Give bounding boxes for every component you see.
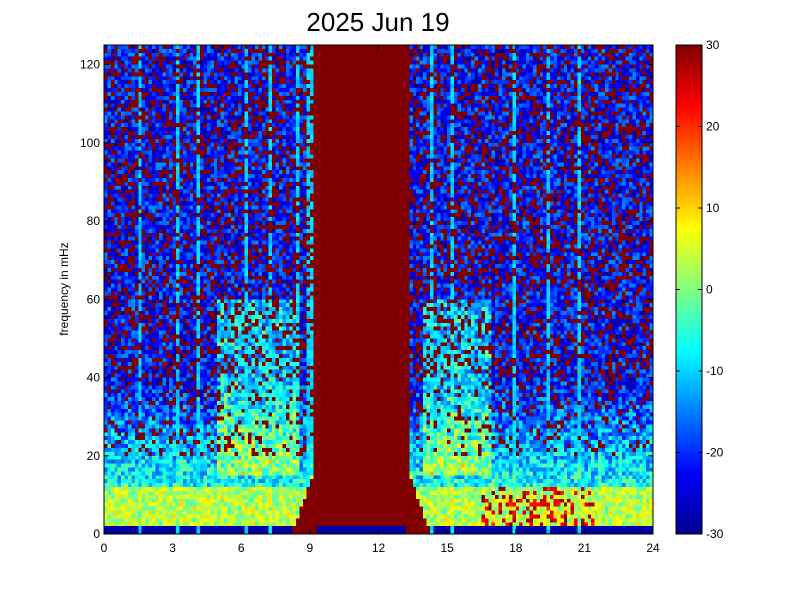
x-tick-label: 24 [646,541,660,555]
colorbar-gradient [676,45,702,534]
y-tick-label: 120 [80,58,100,72]
y-tick-label: 100 [80,136,100,150]
y-tick-label: 0 [93,527,100,541]
x-tick-label: 6 [238,541,245,555]
y-axis-label: frequency in mHz [57,242,71,335]
colorbar-tick-label: -30 [706,527,724,541]
colorbar-tick-label: 30 [706,38,720,52]
spectrogram-heatmap [104,45,653,534]
colorbar-tick-label: 0 [706,283,713,297]
x-tick-label: 18 [509,541,523,555]
y-tick-label: 60 [87,292,101,306]
y-tick-label: 40 [87,371,101,385]
y-tick-label: 20 [87,449,101,463]
x-axis: 0 3 6 9 12 15 18 21 24 [101,45,660,555]
x-tick-label: 3 [169,541,176,555]
x-tick-label: 12 [372,541,386,555]
x-tick-label: 9 [307,541,314,555]
colorbar: 30 20 10 0 -10 -20 -30 [675,38,724,541]
y-axis: 0 20 40 60 80 100 120 [80,58,653,541]
colorbar-tick-label: 20 [706,120,720,134]
x-tick-label: 0 [101,541,108,555]
colorbar-tick-label: 10 [706,201,720,215]
colorbar-tick-label: -20 [706,446,724,460]
colorbar-tick-label: -10 [706,364,724,378]
y-tick-label: 80 [87,214,101,228]
colorbar-ticks: 30 20 10 0 -10 -20 -30 [676,38,724,541]
spectrogram-plot-area [103,44,654,535]
x-tick-label: 15 [440,541,454,555]
chart-title: 2025 Jun 19 [306,7,449,37]
x-tick-label: 21 [578,541,592,555]
